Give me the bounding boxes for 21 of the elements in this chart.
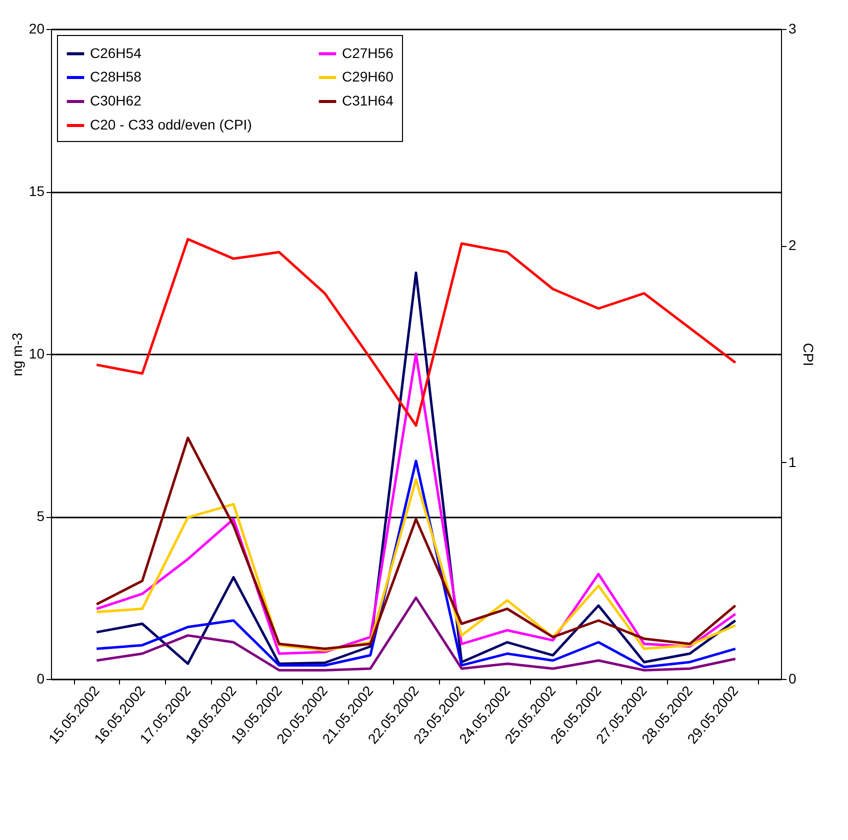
legend-label: C27H56 [342, 44, 394, 61]
legend-label: C30H62 [90, 92, 142, 108]
line-series [95, 238, 737, 427]
legend-label: C29H60 [342, 68, 394, 84]
y2-tick-label: 3 [788, 20, 796, 36]
line-series [95, 596, 737, 672]
legend-label: C20 - C33 odd/even (CPI) [90, 116, 252, 132]
y-tick-label: 10 [28, 346, 45, 362]
y-tick-label: 20 [28, 20, 45, 36]
legend-label: C28H58 [90, 68, 142, 84]
y-tick-label: 5 [36, 508, 45, 524]
y2-tick-label: 0 [788, 670, 796, 686]
y2-tick-label: 1 [788, 454, 796, 470]
y-tick-label: 15 [28, 183, 45, 199]
line-series [95, 436, 737, 650]
legend-label: C26H54 [90, 44, 142, 61]
y-tick-label: 0 [36, 670, 45, 686]
y2-tick-label: 2 [788, 237, 796, 254]
legend-label: C31H64 [342, 92, 394, 108]
y-axis-title: ng m-3 [8, 332, 25, 376]
y2-axis-title: CPI [800, 342, 816, 366]
